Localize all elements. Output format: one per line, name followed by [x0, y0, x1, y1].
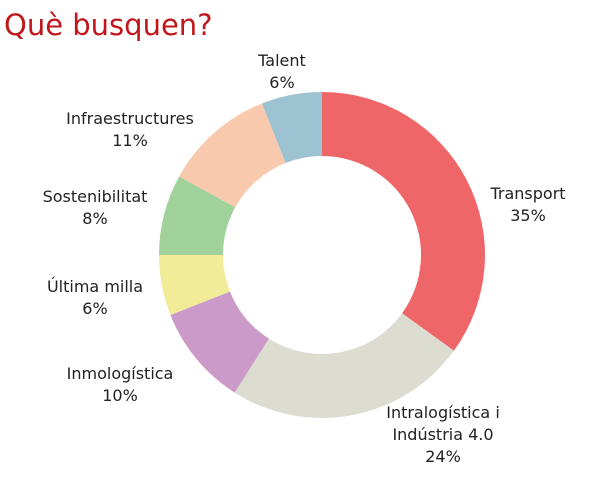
- value-label: 6%: [82, 299, 108, 318]
- donut-segment: [322, 92, 485, 351]
- segment-label: Talent 6%: [258, 50, 306, 94]
- chart-title: Què busquen?: [4, 8, 213, 42]
- value-label: 24%: [425, 447, 461, 466]
- segment-label: Transport 35%: [490, 183, 565, 227]
- category-label: Sostenibilitat: [42, 187, 148, 206]
- category-label: Última milla: [46, 277, 144, 296]
- donut-segment: [179, 103, 286, 208]
- value-label: 8%: [82, 209, 108, 228]
- category-label: Transport: [490, 184, 566, 203]
- category-label: Infraestructures: [66, 109, 194, 128]
- donut-segment: [170, 291, 269, 393]
- category-label: Talent: [258, 51, 306, 70]
- segment-label: Intralogística i Indústria 4.0 24%: [368, 402, 518, 468]
- category-label: Inmologística: [66, 364, 174, 383]
- value-label: 10%: [102, 386, 138, 405]
- donut-segment: [234, 313, 454, 419]
- donut-segment: [159, 176, 236, 255]
- segment-label: Infraestructures 11%: [66, 108, 194, 152]
- segment-label: Última milla 6%: [47, 276, 143, 320]
- category-label: Intralogística i Indústria 4.0: [386, 403, 500, 444]
- donut-segment: [159, 255, 230, 316]
- value-label: 6%: [269, 73, 295, 92]
- donut-segment: [261, 92, 322, 163]
- value-label: 35%: [510, 206, 546, 225]
- value-label: 11%: [112, 131, 148, 150]
- segment-label: Inmologística 10%: [67, 363, 174, 407]
- segment-label: Sostenibilitat 8%: [43, 186, 148, 230]
